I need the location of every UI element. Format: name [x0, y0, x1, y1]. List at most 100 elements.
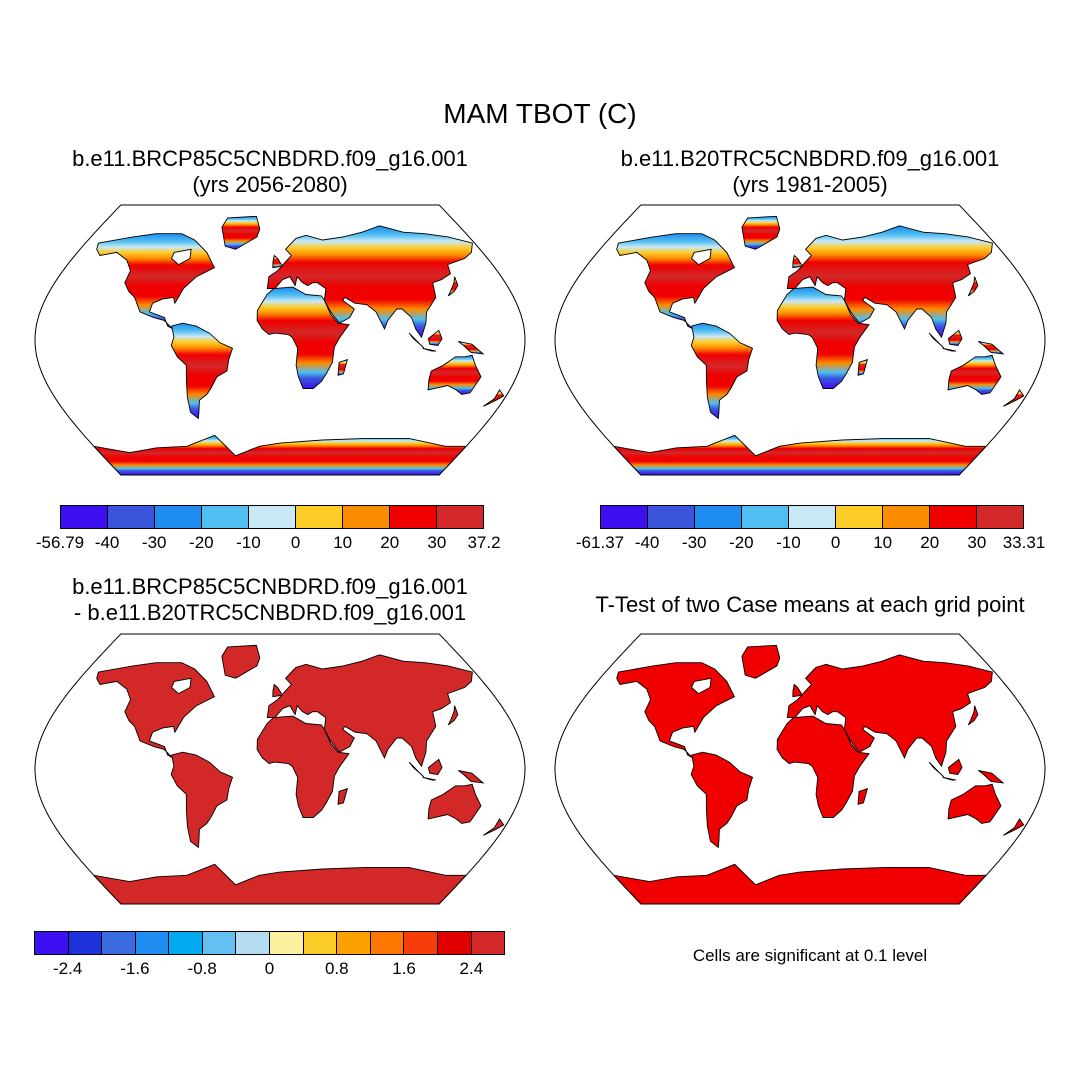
landmass-newguinea — [978, 769, 1005, 784]
landmass-madagascar — [857, 787, 869, 805]
landmass-nz — [1003, 389, 1025, 407]
colorbar-tick-label: 30 — [967, 533, 987, 552]
colorbar-swatch — [789, 506, 836, 528]
colorbar-tick-label: -20 — [729, 533, 754, 552]
map-border — [554, 204, 1046, 476]
landmass-indonesia1 — [408, 332, 425, 349]
landmass-antarctica — [612, 434, 988, 475]
colorbar-tick-label: -56.79 — [35, 533, 85, 552]
colorbar-swatch — [390, 506, 437, 528]
landmass-uk — [792, 683, 804, 698]
colorbar-swatch — [648, 506, 695, 528]
landmass-australia — [947, 354, 1002, 395]
panel-1-title-line-2: (yrs 2056-2080) — [192, 172, 348, 197]
colorbar-swatch — [437, 932, 472, 954]
colorbar-tick-label: -30 — [681, 533, 707, 552]
landmass-samerica — [690, 322, 754, 420]
landmass-indonesia2 — [942, 347, 957, 352]
landmass-samerica — [170, 751, 234, 849]
landmass-japan — [967, 705, 979, 726]
landmass-borneo — [947, 329, 963, 346]
colorbar-tick-label: -10 — [236, 533, 261, 552]
landmass-japan — [447, 276, 459, 297]
landmass-japan — [967, 276, 979, 297]
landmass-africa — [256, 715, 350, 818]
colorbar-swatch — [977, 506, 1023, 528]
water-hudson — [691, 677, 712, 695]
landmass-africa — [256, 286, 350, 389]
panel-3-title: b.e11.BRCP85C5CNBDRD.f09_g16.001 - b.e11… — [20, 574, 520, 626]
colorbar-tick-label: 20 — [920, 533, 940, 552]
panel-4-title-line-1: T-Test of two Case means at each grid po… — [595, 592, 1025, 617]
landmass-uk — [272, 683, 284, 698]
landmass-africa — [776, 715, 870, 818]
colorbar-swatch — [930, 506, 977, 528]
colorbar-swatch — [695, 506, 742, 528]
colorbar-swatch — [270, 932, 304, 954]
colorbar-future-mean — [60, 505, 484, 529]
landmass-greenland — [221, 644, 261, 679]
landmass-antarctica — [612, 863, 988, 904]
panel-2-title-line-2: (yrs 1981-2005) — [732, 172, 888, 197]
colorbar-swatch — [404, 932, 438, 954]
landmass-indonesia2 — [942, 776, 957, 781]
landmass-japan — [447, 705, 459, 726]
landmass-eurasia — [786, 654, 993, 768]
colorbar-swatch — [35, 932, 69, 954]
landmass-indonesia2 — [422, 776, 437, 781]
landmass-indonesia1 — [928, 761, 945, 778]
colorbar-tick-label: -40 — [94, 533, 120, 552]
panel-2-title: b.e11.B20TRC5CNBDRD.f09_g16.001 (yrs 198… — [560, 146, 1060, 198]
water-hudson — [691, 248, 712, 266]
colorbar-swatch — [296, 506, 343, 528]
colorbar-swatch — [883, 506, 930, 528]
landmass-antarctica — [92, 863, 468, 904]
colorbar-tick-label: -2.4 — [52, 959, 83, 978]
landmass-greenland — [221, 215, 261, 250]
map-difference — [34, 633, 526, 905]
landmass-indonesia2 — [422, 347, 437, 352]
colorbar-difference — [34, 931, 505, 955]
landmass-samerica — [170, 322, 234, 420]
colorbar-swatch — [202, 506, 249, 528]
colorbar-historical-mean — [600, 505, 1024, 529]
landmass-madagascar — [337, 358, 349, 376]
panel-3-title-line-2: - b.e11.B20TRC5CNBDRD.f09_g16.001 — [73, 600, 467, 625]
colorbar-tick-label: -30 — [141, 533, 167, 552]
colorbar-tick-label: -61.37 — [575, 533, 625, 552]
map-ttest-significance — [554, 633, 1046, 905]
landmass-indonesia1 — [408, 761, 425, 778]
colorbar-swatch — [836, 506, 883, 528]
colorbar-tick-label: 0 — [830, 533, 841, 552]
landmass-borneo — [427, 758, 443, 775]
landmass-greenland — [741, 215, 781, 250]
colorbar-swatch — [61, 506, 108, 528]
landmass-borneo — [427, 329, 443, 346]
map-future-mean — [34, 204, 526, 476]
map-historical-mean — [554, 204, 1046, 476]
colorbar-swatch — [370, 932, 405, 954]
colorbar-swatch — [742, 506, 789, 528]
colorbar-swatch — [108, 506, 155, 528]
colorbar-tick-label: 10 — [873, 533, 893, 552]
colorbar-tick-label: 33.31 — [1002, 533, 1046, 552]
landmass-nz — [483, 818, 505, 836]
colorbar-tick-label: -1.6 — [120, 959, 150, 978]
colorbar-tick-label: -20 — [189, 533, 214, 552]
colorbar-tick-label: 0 — [264, 959, 275, 978]
colorbar-swatch — [102, 932, 136, 954]
landmass-madagascar — [857, 358, 869, 376]
landmass-uk — [792, 254, 804, 269]
colorbar-swatch — [437, 506, 483, 528]
landmass-namerica — [616, 233, 736, 330]
landmass-eurasia — [786, 225, 993, 339]
colorbar-swatch — [236, 932, 271, 954]
colorbar-swatch — [202, 932, 237, 954]
panel-3-title-line-1: b.e11.BRCP85C5CNBDRD.f09_g16.001 — [72, 574, 468, 599]
colorbar-tick-label: 10 — [333, 533, 353, 552]
colorbar-swatch — [135, 932, 170, 954]
landmass-nz — [1003, 818, 1025, 836]
landmass-nz — [483, 389, 505, 407]
colorbar-tick-label: 1.6 — [392, 959, 416, 978]
panel-1-title-line-1: b.e11.BRCP85C5CNBDRD.f09_g16.001 — [72, 146, 468, 171]
